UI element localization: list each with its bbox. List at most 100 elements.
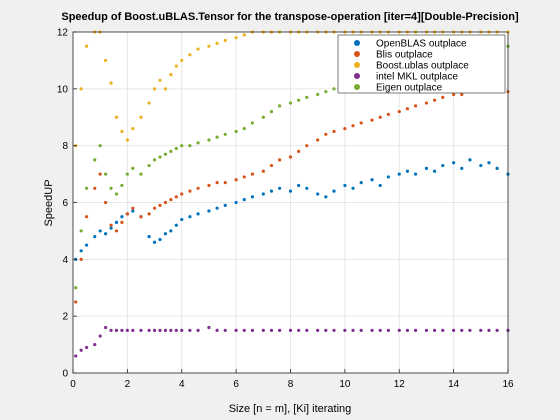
data-point — [405, 107, 410, 111]
data-point — [250, 195, 255, 199]
data-point — [495, 166, 499, 170]
data-point — [180, 217, 184, 222]
data-point — [131, 206, 135, 210]
chart-title: Speedup of Boost.uBLAS.Tensor for the tr… — [61, 11, 519, 23]
data-point — [79, 348, 83, 352]
data-point — [397, 172, 401, 176]
data-point — [269, 328, 274, 332]
x-tick-label: 4 — [179, 379, 185, 390]
data-point — [278, 186, 282, 190]
data-point — [147, 212, 151, 216]
data-point — [242, 328, 246, 332]
data-point — [234, 200, 238, 205]
data-point — [139, 172, 143, 176]
data-point — [163, 232, 168, 236]
data-point — [196, 212, 200, 216]
data-point — [413, 172, 418, 176]
data-point — [359, 328, 363, 332]
data-point — [158, 237, 162, 242]
data-point — [114, 328, 119, 332]
data-point — [305, 95, 309, 99]
data-point — [332, 129, 336, 134]
legend-label: Blis outplace — [376, 50, 433, 61]
data-point — [109, 223, 113, 227]
data-point — [460, 92, 464, 97]
data-point — [158, 78, 162, 82]
legend-label: intel MKL outplace — [376, 72, 458, 83]
data-point — [139, 215, 143, 219]
data-point — [188, 215, 192, 219]
data-point — [324, 328, 328, 332]
data-point — [432, 169, 437, 173]
y-tick-label: 0 — [62, 369, 68, 380]
data-point — [104, 200, 108, 205]
data-point — [316, 92, 320, 97]
legend-marker — [354, 51, 360, 57]
data-point — [79, 87, 83, 91]
data-point — [250, 172, 255, 176]
data-point — [125, 172, 129, 176]
legend-label: OpenBLAS outplace — [376, 39, 467, 50]
data-point — [169, 229, 173, 233]
data-point — [158, 328, 162, 332]
legend-box — [337, 34, 506, 94]
data-point — [343, 127, 347, 131]
y-tick-label: 10 — [57, 84, 69, 95]
data-point — [343, 328, 347, 332]
data-point — [332, 87, 336, 91]
data-point — [114, 229, 119, 233]
data-point — [104, 325, 108, 330]
data-point — [104, 232, 108, 236]
data-point — [215, 135, 219, 139]
data-point — [242, 33, 246, 37]
data-point — [104, 172, 108, 176]
data-point — [196, 141, 200, 145]
data-point — [432, 98, 437, 102]
data-point — [174, 146, 178, 151]
data-point — [79, 257, 83, 261]
data-point — [223, 328, 227, 332]
data-point — [370, 328, 374, 332]
data-point — [147, 235, 151, 239]
data-point — [109, 81, 113, 85]
data-point — [452, 161, 456, 165]
data-point — [288, 189, 293, 193]
data-point — [147, 163, 151, 168]
data-point — [120, 220, 124, 224]
data-point — [79, 249, 83, 253]
data-point — [487, 328, 491, 332]
data-point — [188, 328, 192, 332]
data-point — [359, 181, 363, 185]
data-point — [370, 118, 374, 122]
data-point — [74, 300, 78, 304]
data-point — [386, 112, 390, 117]
data-point — [84, 243, 89, 247]
series-group — [74, 325, 510, 358]
data-point — [180, 58, 184, 63]
data-point — [207, 325, 211, 330]
data-point — [93, 235, 97, 239]
x-tick-label: 0 — [70, 379, 76, 390]
data-point — [487, 161, 491, 165]
data-point — [269, 163, 274, 168]
data-point — [351, 124, 355, 128]
data-point — [261, 192, 265, 196]
data-point — [131, 166, 135, 170]
data-point — [174, 195, 178, 199]
y-tick-label: 4 — [62, 255, 68, 266]
data-point — [98, 334, 102, 338]
data-point — [378, 183, 382, 188]
data-point — [332, 328, 336, 332]
data-point — [297, 149, 301, 153]
data-point — [169, 328, 173, 332]
data-point — [207, 209, 211, 213]
data-point — [223, 203, 227, 207]
legend-marker — [354, 62, 360, 68]
data-point — [452, 92, 456, 97]
data-point — [250, 328, 255, 332]
data-point — [152, 240, 157, 244]
data-point — [405, 328, 410, 332]
data-point — [261, 328, 265, 332]
data-point — [278, 328, 282, 332]
